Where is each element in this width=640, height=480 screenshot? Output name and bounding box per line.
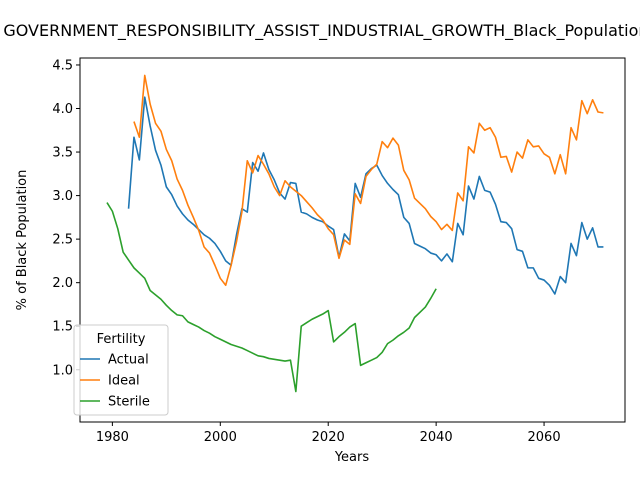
chart-title: GOVERNMENT_RESPONSIBILITY_ASSIST_INDUSTR… [3,21,640,41]
x-tick-label: 2060 [528,430,561,445]
y-axis-label: % of Black Population [15,170,30,311]
series-line-sterile [106,202,437,393]
plot-lines [106,74,604,393]
plot-frame [79,57,626,423]
y-tick-label: 2.0 [52,276,73,291]
y-tick-label: 4.5 [52,58,73,73]
legend-items: Actual Ideal Sterile [80,353,150,410]
legend-label-ideal: Ideal [108,374,140,389]
y-tick-label: 3.5 [52,146,73,161]
x-axis-ticks: 1980 2000 2020 2040 2060 [96,422,561,445]
y-tick-label: 3.0 [52,189,73,204]
legend-label-sterile: Sterile [108,395,150,410]
x-tick-label: 2020 [312,430,345,445]
x-tick-label: 1980 [96,430,129,445]
x-tick-label: 2040 [420,430,453,445]
legend-box [73,324,169,416]
x-tick-label: 2000 [204,430,237,445]
y-tick-label: 1.0 [52,363,73,378]
series-line-actual [127,96,604,295]
y-tick-label: 2.5 [52,233,73,248]
legend-title: Fertility [97,332,146,347]
y-tick-label: 1.5 [52,320,73,335]
series-line-ideal [133,74,604,287]
y-tick-label: 4.0 [52,102,73,117]
legend: Fertility Actual Ideal Sterile [73,324,169,416]
x-axis-label: Years [334,450,370,465]
legend-label-actual: Actual [108,353,149,368]
y-axis-ticks: 1.0 1.5 2.0 2.5 3.0 3.5 4.0 4.5 [52,58,80,378]
